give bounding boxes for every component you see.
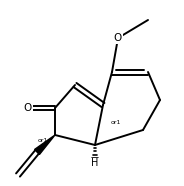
Text: or1: or1 [38, 137, 48, 142]
Text: O: O [114, 33, 122, 43]
Text: O: O [24, 103, 32, 113]
Text: H: H [91, 158, 99, 168]
Polygon shape [35, 135, 55, 155]
Text: or1: or1 [111, 119, 121, 124]
